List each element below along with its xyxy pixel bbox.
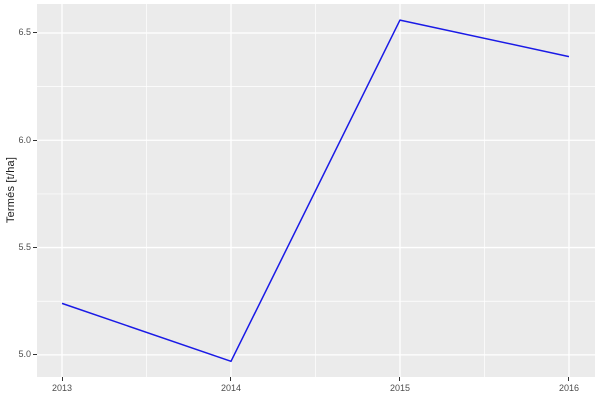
y-tick-label: 6.5 xyxy=(18,27,31,38)
y-tick-label: 5.5 xyxy=(18,242,31,253)
x-tick-mark xyxy=(399,377,401,381)
x-tick-label: 2015 xyxy=(389,383,410,393)
x-tick-mark xyxy=(568,377,570,381)
data-line-termes xyxy=(61,19,570,363)
x-tick-label: 2013 xyxy=(51,383,73,393)
y-tick-mark xyxy=(33,354,37,356)
x-tick-mark xyxy=(61,377,63,381)
x-tick-label: 2014 xyxy=(220,383,241,393)
y-axis-title: Termés [t/ha] xyxy=(5,156,17,224)
y-tick-mark xyxy=(33,139,37,141)
y-tick-label: 5.0 xyxy=(18,349,31,360)
y-tick-mark xyxy=(33,247,37,249)
x-tick-mark xyxy=(230,377,232,381)
y-tick-mark xyxy=(33,32,37,34)
y-tick-label: 6.0 xyxy=(18,134,31,145)
x-tick-label: 2016 xyxy=(558,383,579,393)
